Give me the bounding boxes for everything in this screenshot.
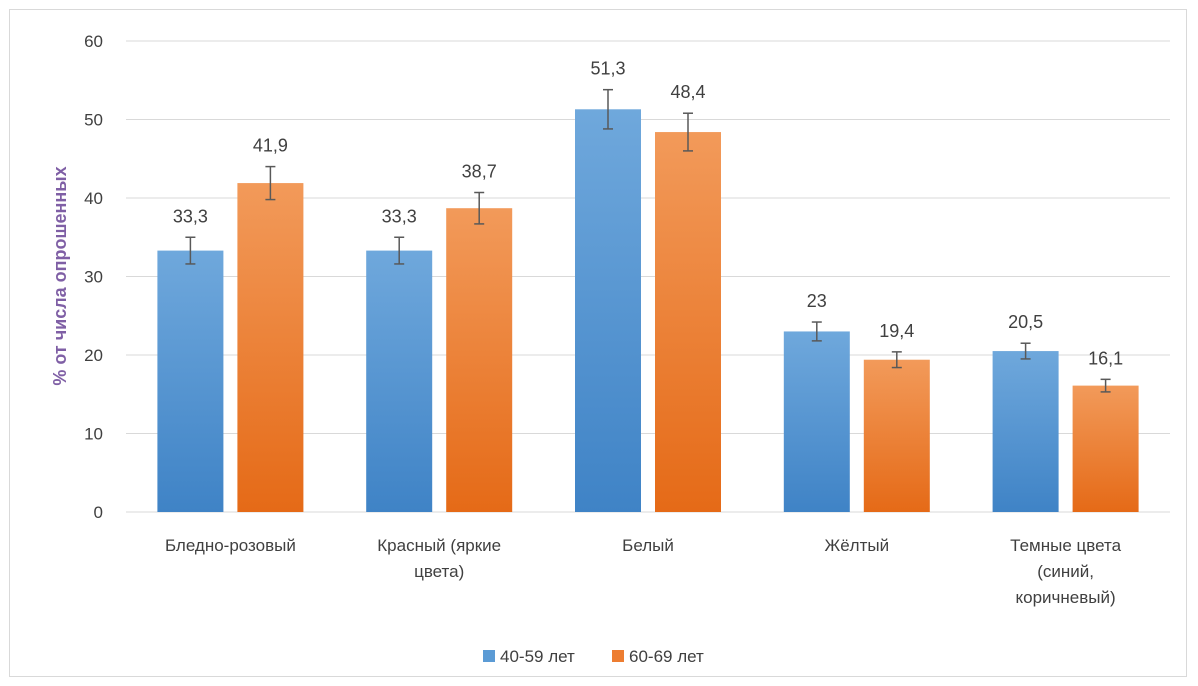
data-label: 41,9 (253, 136, 288, 156)
y-tick-label: 20 (84, 346, 103, 365)
data-label: 33,3 (173, 206, 208, 226)
data-label: 23 (807, 291, 827, 311)
error-bar (265, 165, 276, 201)
y-axis-label: % от числа опрошенных (50, 166, 70, 385)
x-category-label: (синий, (1037, 562, 1094, 581)
bar-series2 (446, 208, 513, 512)
error-bar (603, 88, 613, 130)
x-category-label: Жёлтый (825, 536, 890, 555)
y-tick-label: 0 (94, 503, 103, 522)
y-tick-label: 60 (84, 32, 103, 51)
bar-series2 (655, 132, 721, 512)
y-tick-label: 40 (84, 189, 103, 208)
error-bar (185, 236, 196, 265)
error-bar (811, 321, 822, 342)
x-axis-categories: Бледно-розовый Красный (яркие цвета) Белый Ж… (165, 536, 1122, 607)
x-category-label: Бледно-розовый (165, 536, 296, 555)
x-category-label: Белый (622, 536, 674, 555)
error-bar (1100, 378, 1111, 393)
legend-swatch (483, 650, 495, 662)
bars (157, 109, 1139, 513)
x-category-label: Темные цвета (1010, 536, 1121, 555)
error-bar (683, 112, 693, 152)
bar-series1 (992, 351, 1059, 512)
data-labels: 33,3 41,9 33,3 38,7 51,3 48,4 23 19,4 20,5 16,1 (173, 59, 1123, 369)
legend-swatch (612, 650, 624, 662)
legend-label: 60-69 лет (629, 647, 704, 666)
bar-series1 (366, 250, 433, 512)
bar-series1 (575, 109, 641, 513)
error-bar (1020, 342, 1031, 360)
data-label: 20,5 (1008, 312, 1043, 332)
legend: 40-59 лет 60-69 лет (483, 647, 704, 666)
bar-series2 (1072, 385, 1139, 512)
data-label: 51,3 (590, 59, 625, 79)
bar-series2 (237, 183, 304, 512)
y-tick-label: 10 (84, 425, 103, 444)
data-label: 16,1 (1088, 348, 1123, 368)
data-label: 48,4 (670, 82, 705, 102)
x-category-label: коричневый) (1016, 588, 1116, 607)
data-label: 33,3 (382, 206, 417, 226)
y-axis-ticks: 0 10 20 30 40 50 60 (84, 32, 103, 522)
data-label: 19,4 (879, 321, 914, 341)
legend-label: 40-59 лет (500, 647, 575, 666)
error-bars (185, 88, 1111, 393)
bar-series2 (863, 359, 930, 512)
data-label: 38,7 (462, 162, 497, 182)
error-bar (474, 191, 485, 225)
bar-series1 (157, 250, 224, 512)
y-tick-label: 50 (84, 111, 103, 130)
x-category-label: цвета) (414, 562, 464, 581)
chart-frame (9, 9, 1187, 677)
error-bar (394, 236, 405, 265)
error-bar (891, 351, 902, 369)
x-category-label: Красный (яркие (377, 536, 501, 555)
bar-series1 (783, 331, 850, 512)
y-tick-label: 30 (84, 268, 103, 287)
